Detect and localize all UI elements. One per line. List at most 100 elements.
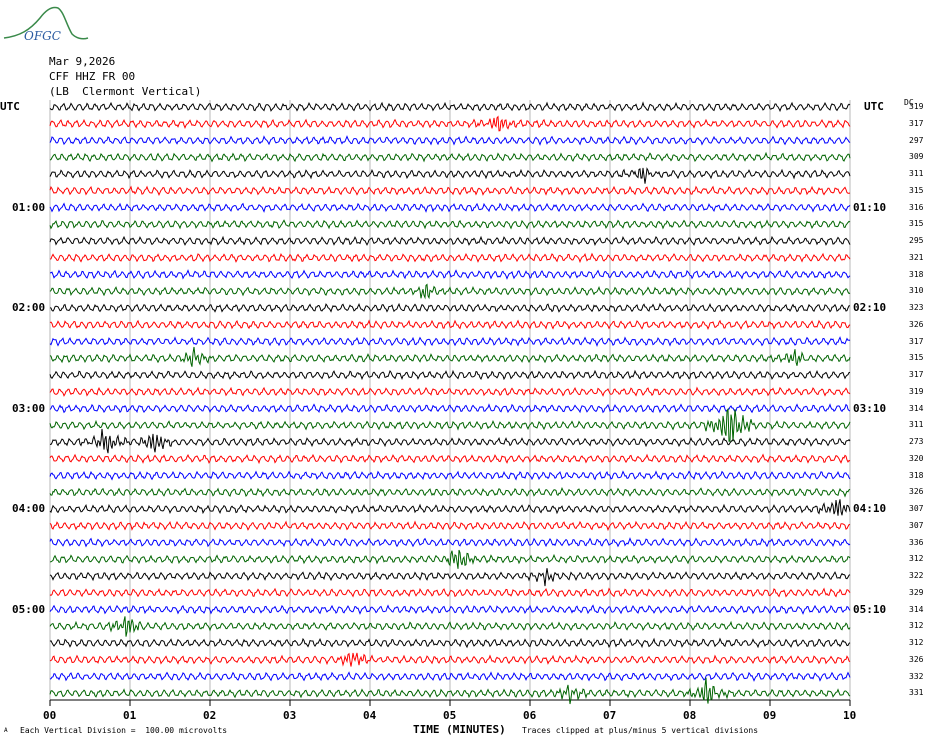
dc-offset-label: 322	[909, 571, 924, 580]
left-time-label: 05:00	[12, 602, 46, 616]
right-time-label: 05:10	[853, 602, 887, 616]
x-tick-label: 09	[763, 709, 777, 722]
x-axis-label: TIME (MINUTES)	[413, 723, 506, 736]
dc-offset-label: 307	[909, 520, 924, 530]
ofgc-logo: OFGC	[3, 6, 89, 43]
dc-offset-label: 311	[909, 420, 924, 430]
dc-offset-label: 317	[909, 118, 924, 128]
right-time-label: 03:10	[853, 401, 887, 415]
trace-line	[49, 235, 851, 247]
dc-offset-label: 329	[909, 587, 924, 597]
logo-mountain-icon	[3, 6, 89, 40]
dc-offset-label: 318	[909, 470, 924, 480]
dc-offset-label: 312	[909, 621, 924, 631]
dc-offset-label: 273	[909, 437, 924, 446]
trace-line	[49, 499, 851, 516]
dc-offset-label: 326	[909, 654, 924, 664]
left-time-label: 03:00	[12, 401, 46, 415]
trace-line	[49, 283, 851, 300]
dc-offset-label: 317	[909, 336, 924, 346]
trace-line	[49, 568, 851, 587]
trace-line	[49, 549, 851, 569]
right-time-label: 01:10	[853, 200, 887, 214]
dc-offset-label: 309	[909, 152, 924, 162]
dc-offset-label: 312	[909, 554, 924, 564]
dc-offset-label: 310	[909, 286, 924, 296]
x-tick-label: 06	[523, 709, 537, 722]
dc-offset-label: 320	[909, 453, 924, 463]
right-time-label: 02:10	[853, 301, 887, 314]
trace-line	[49, 407, 851, 442]
trace-line	[49, 604, 851, 615]
dc-offset-label: 319	[909, 102, 924, 111]
clip-note: Traces clipped at plus/minus 5 vertical …	[522, 726, 759, 735]
x-tick-label: 07	[603, 709, 617, 722]
trace-line	[49, 403, 851, 414]
right-utc-label: UTC	[864, 100, 884, 113]
trace-line	[49, 302, 851, 313]
trace-line	[49, 151, 851, 163]
trace-line	[49, 252, 851, 264]
dc-offset-label: 332	[909, 671, 924, 681]
dc-offset-label: 326	[909, 487, 924, 497]
dc-offset-label: 319	[909, 386, 924, 396]
trace-line	[49, 587, 851, 598]
trace-line	[49, 637, 851, 649]
left-time-label: 01:00	[12, 200, 46, 214]
dc-offset-label: 318	[909, 269, 924, 279]
x-tick-label: 00	[43, 709, 57, 722]
trace-line	[49, 520, 851, 532]
header-date: Mar 9,2026	[49, 55, 116, 68]
trace-line	[49, 167, 851, 184]
plot-grid	[49, 100, 851, 706]
trace-line	[49, 319, 851, 330]
dc-offset-label: 314	[909, 403, 924, 413]
header-location: (LB Clermont Vertical)	[49, 85, 202, 98]
trace-line	[49, 269, 851, 280]
trace-line	[49, 115, 851, 132]
trace-line	[49, 470, 851, 481]
logo-text: OFGC	[24, 29, 61, 43]
x-tick-label: 08	[683, 709, 697, 722]
x-tick-label: 10	[843, 709, 857, 722]
trace-line	[49, 537, 851, 548]
dc-offset-label: 336	[909, 537, 924, 547]
dc-offset-label: 316	[909, 202, 924, 212]
trace-line	[49, 185, 851, 197]
trace-line	[49, 336, 851, 347]
trace-line	[49, 677, 851, 705]
x-tick-label: 03	[283, 709, 297, 722]
scale-mark: A	[4, 727, 8, 734]
trace-group	[49, 101, 851, 705]
dc-offset-label: 321	[909, 252, 924, 262]
trace-line	[49, 346, 851, 367]
trace-line	[49, 219, 851, 230]
trace-line	[49, 386, 851, 397]
trace-line	[49, 671, 851, 682]
trace-line	[49, 453, 851, 465]
dc-offset-label: 331	[909, 688, 924, 698]
right-time-label: 04:10	[853, 502, 887, 515]
dc-offset-label: 315	[909, 219, 924, 229]
dc-offset-label: 323	[909, 303, 924, 312]
trace-line	[49, 369, 851, 381]
x-tick-label: 05	[443, 709, 457, 722]
dc-offset-label: 311	[909, 169, 924, 178]
trace-line	[49, 135, 851, 146]
trace-line	[49, 652, 851, 667]
dc-offset-label: 315	[909, 185, 924, 195]
left-utc-label: UTC	[0, 100, 20, 113]
trace-line	[49, 101, 851, 113]
dc-offset-label: 326	[909, 319, 924, 329]
x-tick-label: 01	[123, 709, 137, 722]
scale-note: Each Vertical Division = 100.00 microvol…	[20, 726, 228, 735]
dc-offset-label: 312	[909, 638, 924, 647]
dc-header: DC	[904, 98, 914, 107]
dc-offset-label: 315	[909, 353, 924, 363]
dc-offset-label: 295	[909, 236, 924, 245]
dc-offset-label: 314	[909, 604, 924, 614]
left-time-label: 02:00	[12, 301, 46, 314]
trace-line	[49, 486, 851, 498]
dc-offset-label: 307	[909, 504, 924, 513]
